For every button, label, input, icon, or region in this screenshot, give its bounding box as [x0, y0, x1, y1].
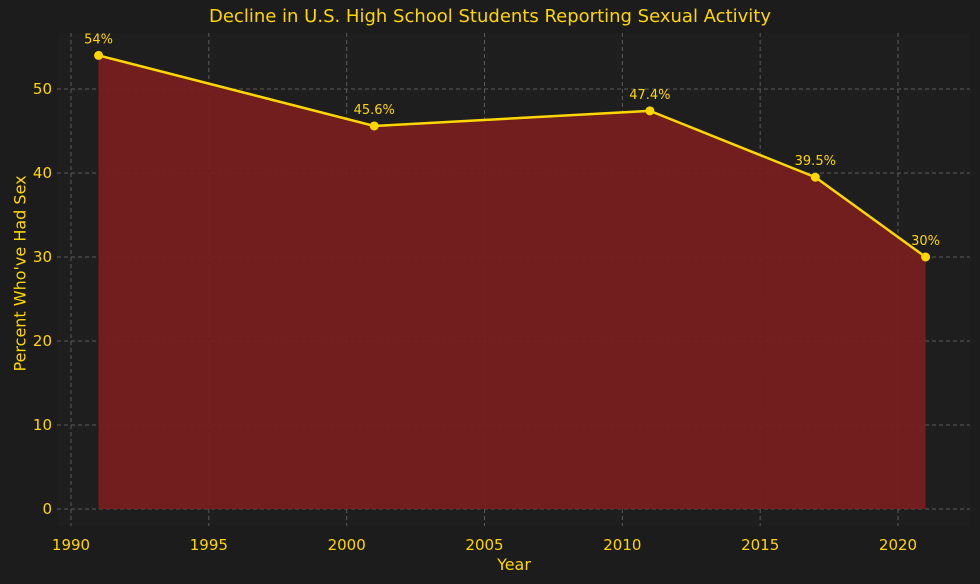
- x-tick-label: 2000: [328, 536, 366, 554]
- data-point-marker: [369, 121, 379, 131]
- data-point-label: 39.5%: [795, 154, 836, 169]
- y-tick-label: 30: [33, 248, 52, 266]
- area-fill: [98, 55, 926, 510]
- y-tick-label: 50: [33, 80, 52, 98]
- y-axis-label: Percent Who've Had Sex: [10, 175, 30, 372]
- y-tick-label: 0: [42, 500, 52, 518]
- data-point-label: 30%: [911, 234, 940, 249]
- x-tick-label: 2020: [879, 536, 917, 554]
- y-tick-label: 40: [33, 164, 52, 182]
- x-tick-label: 2005: [465, 536, 503, 554]
- data-point-marker: [645, 106, 655, 116]
- x-axis-label: Year: [497, 555, 531, 574]
- data-point-label: 54%: [84, 32, 113, 47]
- data-point-marker: [94, 50, 104, 60]
- y-tick-label: 10: [33, 416, 52, 434]
- x-tick-label: 1990: [52, 536, 90, 554]
- y-tick-label: 20: [33, 332, 52, 350]
- data-point-label: 45.6%: [354, 103, 395, 118]
- x-tick-label: 2010: [603, 536, 641, 554]
- x-tick-label: 1995: [190, 536, 228, 554]
- x-tick-label: 2015: [741, 536, 779, 554]
- data-point-marker: [921, 252, 931, 262]
- data-point-label: 47.4%: [629, 88, 670, 103]
- data-point-marker: [810, 172, 820, 182]
- chart-title: Decline in U.S. High School Students Rep…: [209, 6, 771, 27]
